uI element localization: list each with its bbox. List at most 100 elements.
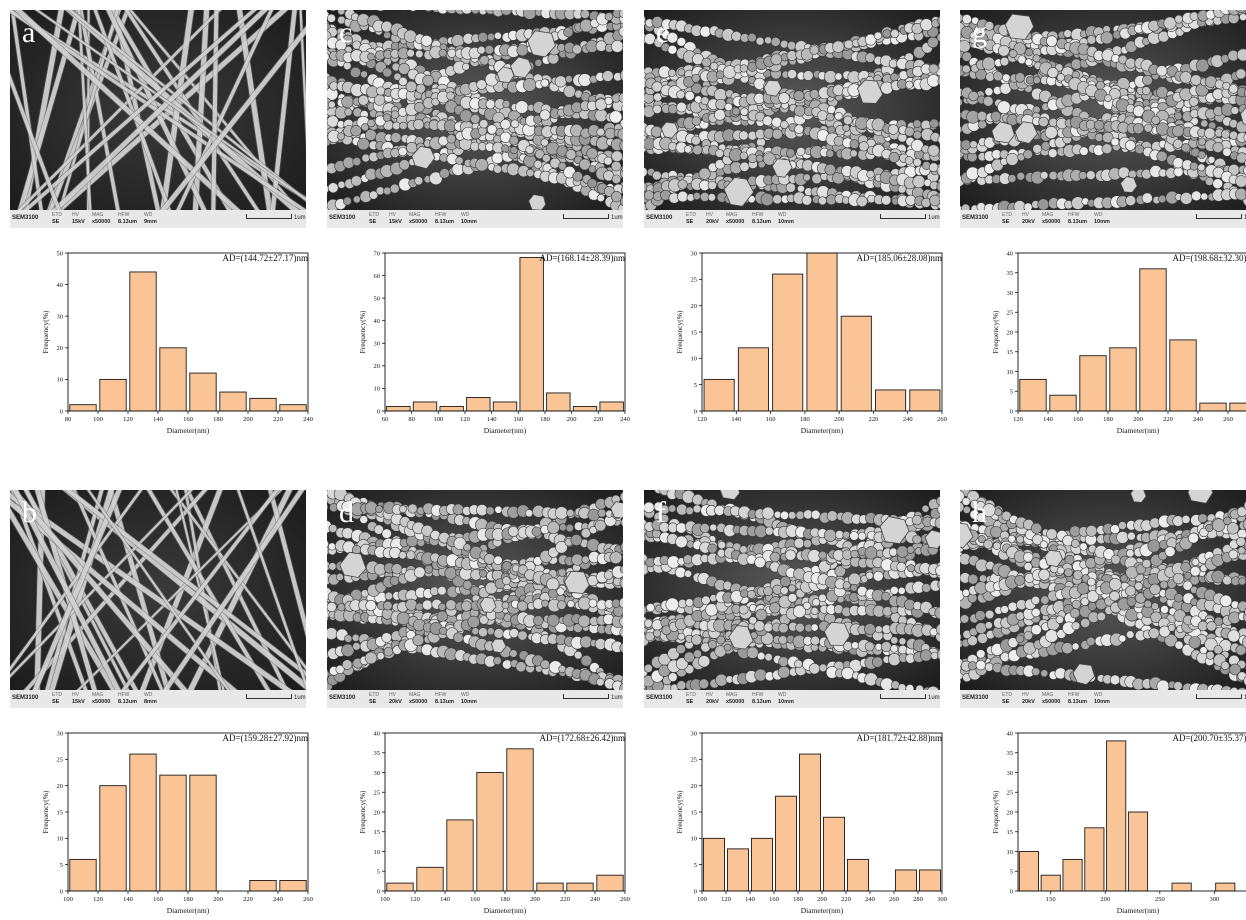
y-tick-label: 20 bbox=[374, 809, 381, 816]
y-tick-label: 30 bbox=[57, 730, 64, 737]
sem-micrograph-h bbox=[960, 490, 1246, 690]
sem-scale-label: 1um bbox=[928, 215, 940, 221]
x-tick-label: 80 bbox=[408, 416, 415, 423]
y-tick-label: 35 bbox=[374, 750, 381, 757]
sem-instrument-label: SEM3100 bbox=[329, 695, 356, 701]
y-tick-label: 30 bbox=[691, 730, 698, 737]
histogram-bar bbox=[846, 858, 870, 892]
sem-micrograph-b bbox=[10, 490, 306, 690]
sem-hfw-label: HFW bbox=[1068, 692, 1080, 698]
sem-scale-label: 1um bbox=[928, 695, 940, 701]
x-axis-label: Diameter(nm) bbox=[801, 426, 844, 435]
sem-detector-value: SE bbox=[52, 699, 60, 705]
sem-hv-label: HV bbox=[72, 212, 79, 218]
sem-hv-label: HV bbox=[706, 212, 713, 218]
sem-hv-label: HV bbox=[72, 692, 79, 698]
histogram-bar bbox=[1171, 882, 1192, 892]
sem-scale-bar bbox=[880, 214, 926, 219]
sem-image-f bbox=[644, 490, 940, 690]
x-tick-label: 160 bbox=[1073, 416, 1083, 423]
sem-detector-label: ETD bbox=[52, 692, 62, 698]
y-tick-label: 60 bbox=[374, 273, 381, 280]
x-tick-label: 200 bbox=[243, 416, 253, 423]
sem-hv-value: 20kV bbox=[389, 699, 402, 705]
sem-scale-label: 1um bbox=[1244, 695, 1246, 701]
x-tick-label: 240 bbox=[273, 896, 283, 903]
x-tick-label: 220 bbox=[273, 416, 283, 423]
y-tick-label: 50 bbox=[57, 250, 64, 257]
sem-detector-label: ETD bbox=[52, 212, 62, 218]
y-tick-label: 40 bbox=[374, 730, 381, 737]
sem-hv: HV 15kV bbox=[389, 212, 402, 226]
histogram-bar bbox=[189, 372, 217, 412]
y-tick-label: 30 bbox=[374, 770, 381, 777]
sem-detector: ETD SE bbox=[686, 212, 696, 226]
sem-hfw: HFW 8.13um bbox=[435, 692, 454, 706]
average-diameter-label: AD=(198.68±32.30)nm bbox=[1172, 253, 1246, 263]
sem-wd-value: 10mm bbox=[461, 219, 477, 225]
sem-detector-value: SE bbox=[369, 219, 377, 225]
sem-mag-value: x50000 bbox=[1042, 699, 1061, 705]
sem-image-d bbox=[327, 490, 623, 690]
sem-wd: WD 10mm bbox=[778, 212, 794, 226]
sem-hfw-label: HFW bbox=[118, 212, 130, 218]
x-tick-label: 160 bbox=[183, 416, 193, 423]
histogram-bar bbox=[840, 315, 872, 412]
histogram-bar bbox=[1109, 347, 1137, 412]
x-tick-label: 240 bbox=[1193, 416, 1203, 423]
sem-mag-label: MAG bbox=[726, 212, 738, 218]
y-axis-label: Frequency(%) bbox=[675, 310, 684, 353]
sem-hfw-label: HFW bbox=[752, 212, 764, 218]
y-tick-label: 10 bbox=[1007, 849, 1014, 856]
sem-mag-label: MAG bbox=[92, 212, 104, 218]
histogram-bar bbox=[1215, 882, 1236, 892]
histogram-bar bbox=[69, 404, 97, 412]
sem-mag: MAG x50000 bbox=[409, 212, 427, 226]
x-tick-label: 200 bbox=[817, 896, 827, 903]
sem-hfw: HFW 8.13um bbox=[1068, 212, 1087, 226]
sem-hv: HV 15kV bbox=[72, 692, 85, 706]
sem-hfw-value: 8.13um bbox=[752, 699, 771, 705]
y-tick-label: 15 bbox=[1007, 829, 1014, 836]
x-tick-label: 200 bbox=[834, 416, 844, 423]
y-tick-label: 15 bbox=[1007, 349, 1014, 356]
sem-wd-value: 10mm bbox=[1094, 699, 1110, 705]
histogram-bar bbox=[806, 252, 838, 412]
histogram-bar bbox=[466, 397, 491, 412]
sem-hv-label: HV bbox=[706, 692, 713, 698]
y-axis-label: Frequency(%) bbox=[358, 310, 367, 353]
x-tick-label: 180 bbox=[500, 896, 510, 903]
sem-hv-value: 20kV bbox=[1022, 699, 1035, 705]
x-tick-label: 100 bbox=[63, 896, 73, 903]
histogram-bar bbox=[1049, 394, 1077, 412]
x-tick-label: 120 bbox=[93, 896, 103, 903]
sem-scale-bar bbox=[246, 694, 292, 699]
sem-info-bar-d: SEM3100 ETD SE HV 20kV MAG x50000 HFW 8.13um WD 10… bbox=[327, 690, 623, 708]
average-diameter-label: AD=(200.70±35.37)nm bbox=[1172, 733, 1246, 743]
sem-hv: HV 20kV bbox=[706, 692, 719, 706]
y-tick-label: 40 bbox=[57, 282, 64, 289]
sem-wd-value: 10mm bbox=[778, 699, 794, 705]
sem-detector: ETD SE bbox=[1002, 692, 1012, 706]
sem-hv-value: 20kV bbox=[1022, 219, 1035, 225]
y-axis-label: Frequency(%) bbox=[991, 790, 1000, 833]
sem-mag-label: MAG bbox=[1042, 692, 1054, 698]
x-axis-label: Diameter(nm) bbox=[1117, 906, 1160, 915]
y-tick-label: 0 bbox=[60, 408, 63, 415]
sem-hv: HV 20kV bbox=[389, 692, 402, 706]
x-tick-label: 220 bbox=[593, 416, 603, 423]
y-tick-label: 15 bbox=[57, 809, 64, 816]
y-tick-label: 15 bbox=[691, 809, 698, 816]
histogram-svg-d: 100 120 140 160 180 200 220 240 260 0 5 10 15 20 25 30 3… bbox=[358, 730, 630, 915]
x-tick-label: 160 bbox=[766, 416, 776, 423]
histogram-bar bbox=[918, 869, 942, 892]
panel-letter-g: g bbox=[972, 16, 987, 49]
x-tick-label: 180 bbox=[1103, 416, 1113, 423]
histogram-bar bbox=[726, 848, 750, 892]
average-diameter-label: AD=(185.06±28.08)nm bbox=[856, 253, 942, 263]
sem-hv-value: 20kV bbox=[706, 699, 719, 705]
sem-image-e bbox=[644, 10, 940, 210]
sem-micrograph-c bbox=[327, 10, 623, 210]
sem-mag: MAG x50000 bbox=[409, 692, 427, 706]
histogram-bar bbox=[416, 866, 444, 892]
